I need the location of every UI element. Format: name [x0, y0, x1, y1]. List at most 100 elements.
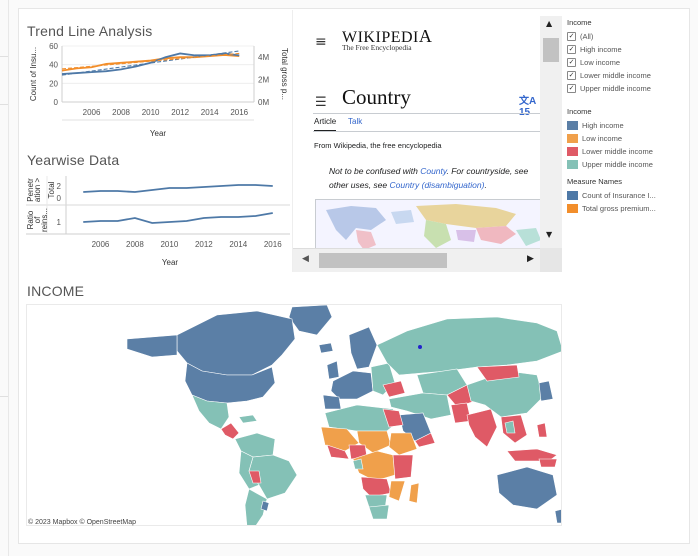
x-axis-title: Year [150, 129, 167, 138]
tabs-divider [313, 131, 543, 132]
canada [176, 310, 296, 376]
thailand [504, 420, 516, 434]
y-left-axis-title: Count of Insu... [29, 47, 38, 101]
heading-divider [313, 113, 543, 114]
central-america [220, 422, 240, 440]
map-credit[interactable]: © 2023 Mapbox © OpenStreetMap [28, 519, 136, 526]
world-map-graphic[interactable] [27, 305, 562, 526]
row2-header: of [33, 216, 42, 223]
table-of-contents-icon[interactable]: ☰ [315, 95, 327, 110]
income-legend-title: Income [567, 107, 592, 116]
income-legend-item[interactable]: Lower middle income [567, 145, 685, 158]
x-tick-label: 2016 [230, 108, 248, 117]
iberia [322, 394, 342, 410]
horizontal-scrollbar[interactable]: ◀ ▶ [293, 248, 543, 272]
x-tick-label: 2016 [264, 240, 282, 249]
series-line-count-of-insurance[interactable] [61, 52, 240, 75]
income-legend-swatch [567, 147, 578, 156]
ethiopia [388, 432, 418, 456]
world-map-thumbnail[interactable] [315, 199, 543, 249]
trend-chart-title: Trend Line Analysis [27, 23, 153, 39]
y-left-tick-label: 20 [49, 79, 58, 88]
language-selector[interactable]: 文A 15 [519, 96, 536, 118]
income-color-legend[interactable]: Income High income Low income Lower middle… [567, 107, 685, 171]
income-filter[interactable]: Income ✓ (All) ✓ High income ✓ Low income ✓ Low… [567, 18, 685, 95]
checkbox-icon[interactable]: ✓ [567, 71, 576, 80]
vertical-scroll-thumb[interactable] [543, 38, 559, 62]
income-filter-option[interactable]: ✓ Upper middle income [567, 82, 685, 95]
income-filter-option[interactable]: ✓ High income [567, 43, 685, 56]
tab-article[interactable]: Article [314, 117, 337, 132]
measure-names-legend[interactable]: Measure Names Count of Insurance I... Tot… [567, 177, 685, 215]
series-line-penetration[interactable] [83, 184, 273, 193]
y-left-tick-label: 40 [49, 61, 58, 70]
x-tick-label: 2008 [112, 108, 130, 117]
row2-header: reins... [40, 208, 49, 232]
income-legend-label: Upper middle income [582, 160, 653, 169]
income-legend-item[interactable]: Upper middle income [567, 158, 685, 171]
left-edge-tick [0, 56, 8, 57]
measure-legend-item[interactable]: Count of Insurance I... [567, 189, 685, 202]
measure-legend-label: Total gross premium... [582, 204, 656, 213]
y-right-tick-label: 2M [258, 76, 269, 85]
location-marker [418, 345, 422, 349]
scroll-left-icon[interactable]: ◀ [302, 254, 309, 264]
income-legend-item[interactable]: Low income [567, 132, 685, 145]
uk [326, 360, 340, 380]
checkbox-icon[interactable]: ✓ [567, 32, 576, 41]
income-filter-option[interactable]: ✓ Lower middle income [567, 69, 685, 82]
x-tick-label: 2012 [171, 108, 189, 117]
measure-legend-item[interactable]: Total gross premium... [567, 202, 685, 215]
y-left-tick-label: 0 [54, 98, 59, 107]
hamburger-menu-icon[interactable]: ≡ [315, 34, 327, 50]
scroll-up-icon[interactable]: ▲ [546, 19, 553, 28]
trend-line-chart[interactable]: 60 40 20 0 4M 2M 0M Count of Insu... Total gross… [26, 42, 292, 142]
income-legend-swatch [567, 160, 578, 169]
vertical-scrollbar[interactable]: ▲ ▼ [540, 16, 562, 248]
madagascar [408, 482, 420, 504]
bolivia [248, 470, 262, 484]
russia [376, 316, 561, 376]
wikipedia-web-object[interactable]: ≡ WIKIPEDIA The Free Encyclopedia ☰ Coun… [292, 10, 543, 272]
map-title: INCOME [27, 283, 85, 299]
income-filter-option[interactable]: ✓ Low income [567, 56, 685, 69]
checkbox-icon[interactable]: ✓ [567, 58, 576, 67]
hatnote-text: . For countryside, see [446, 166, 529, 176]
wikipedia-logo[interactable]: WIKIPEDIA [342, 26, 433, 46]
scroll-right-icon[interactable]: ▶ [527, 254, 534, 264]
row1-tick-label: 0 [57, 194, 62, 203]
argentina-chile [244, 488, 268, 525]
income-legend-label: High income [582, 121, 624, 130]
east-africa [392, 454, 414, 480]
row2-header: Ratio [26, 210, 35, 229]
article-heading: Country [342, 85, 411, 109]
x-tick-label: 2012 [195, 240, 213, 249]
county-link[interactable]: County [420, 166, 447, 176]
income-legend-label: Low income [582, 134, 623, 143]
caribbean [238, 414, 258, 424]
yearwise-chart-title: Yearwise Data [27, 152, 120, 168]
from-wikipedia-text: From Wikipedia, the free encyclopedia [314, 141, 442, 150]
income-filter-option[interactable]: ✓ (All) [567, 30, 685, 43]
checkbox-icon[interactable]: ✓ [567, 84, 576, 93]
series-line-ratio-of-reinsurance[interactable] [83, 212, 273, 224]
papua-new-guinea [538, 458, 558, 468]
income-legend-swatch [567, 134, 578, 143]
mozambique [388, 480, 406, 502]
row1-tick-label: 2 [57, 182, 62, 191]
checkbox-icon[interactable]: ✓ [567, 45, 576, 54]
indonesia [506, 448, 558, 462]
y-right-axis-title: Total gross p... [280, 48, 289, 100]
x-tick-label: 2006 [83, 108, 101, 117]
iceland [318, 342, 334, 354]
horizontal-scroll-thumb[interactable] [319, 253, 447, 268]
disambiguation-link[interactable]: Country (disambiguation) [389, 180, 485, 190]
row2-tick-label: 1 [57, 218, 62, 227]
income-world-map[interactable] [26, 304, 562, 526]
measure-legend-swatch [567, 191, 578, 200]
scroll-down-icon[interactable]: ▼ [546, 230, 553, 239]
income-legend-item[interactable]: High income [567, 119, 685, 132]
y-right-tick-label: 4M [258, 53, 269, 62]
tab-talk[interactable]: Talk [348, 117, 363, 126]
